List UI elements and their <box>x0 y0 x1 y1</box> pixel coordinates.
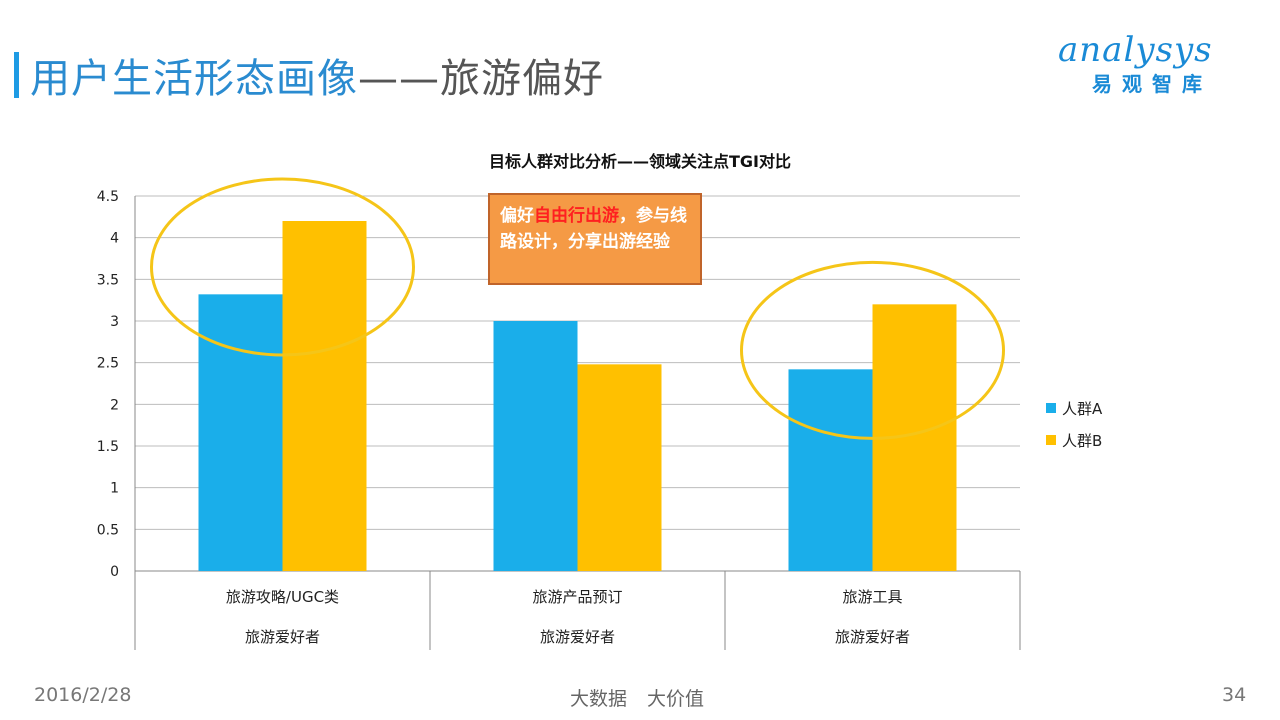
x-category-label: 旅游产品预订 <box>532 588 622 606</box>
x-category-label: 旅游攻略/UGC类 <box>226 588 339 606</box>
highlight-ellipse <box>150 177 415 357</box>
bar-b <box>282 221 367 571</box>
legend-swatch-a <box>1046 403 1056 413</box>
analysys-logo: analysys 易观智库 <box>1058 30 1248 120</box>
callout-suffix: ，参与线路设计，分享出游经验 <box>500 206 687 252</box>
legend-label-a: 人群A <box>1062 399 1103 418</box>
bar-a <box>493 321 578 571</box>
y-tick-label: 2 <box>110 397 119 413</box>
page-title: 用户生活形态画像——旅游偏好 <box>30 46 604 104</box>
callout-prefix: 偏好 <box>500 206 534 226</box>
legend-item-b: 人群B <box>1046 424 1102 456</box>
chart-title: 目标人群对比分析——领域关注点TGI对比 <box>488 152 791 171</box>
x-group-label: 旅游爱好者 <box>245 628 320 646</box>
logo-wordmark: analysys <box>1058 30 1213 70</box>
bar-a <box>788 369 873 571</box>
y-tick-label: 0.5 <box>97 522 119 538</box>
y-tick-label: 2.5 <box>97 356 119 372</box>
bar-a <box>198 294 283 571</box>
footer-tagline: 大数据 大价值 <box>570 688 705 710</box>
x-category-label: 旅游工具 <box>842 588 902 606</box>
bar-b <box>577 364 662 571</box>
chart-legend: 人群A 人群B <box>1046 392 1102 456</box>
y-tick-label: 0 <box>110 564 119 580</box>
legend-swatch-b <box>1046 435 1056 445</box>
legend-item-a: 人群A <box>1046 392 1102 424</box>
legend-label-b: 人群B <box>1062 431 1103 450</box>
y-tick-label: 3 <box>110 314 119 330</box>
y-tick-label: 4.5 <box>97 189 119 205</box>
page-title-sub: 旅游偏好 <box>440 56 604 102</box>
page-title-separator: —— <box>358 56 440 102</box>
y-tick-label: 1 <box>110 481 119 497</box>
page-number: 34 <box>1222 684 1247 706</box>
x-group-label: 旅游爱好者 <box>835 628 910 646</box>
callout-box: 偏好自由行出游，参与线路设计，分享出游经验 <box>488 193 702 285</box>
page-title-main: 用户生活形态画像 <box>30 56 358 102</box>
callout-highlight: 自由行出游 <box>534 206 619 226</box>
y-tick-label: 4 <box>110 231 119 247</box>
logo-chinese: 易观智库 <box>1092 72 1212 96</box>
y-tick-label: 3.5 <box>97 272 119 288</box>
x-group-label: 旅游爱好者 <box>540 628 615 646</box>
footer-date: 2016/2/28 <box>34 684 132 706</box>
y-tick-label: 1.5 <box>97 439 119 455</box>
highlight-ellipse <box>740 260 1005 440</box>
title-accent-bar <box>14 52 19 98</box>
